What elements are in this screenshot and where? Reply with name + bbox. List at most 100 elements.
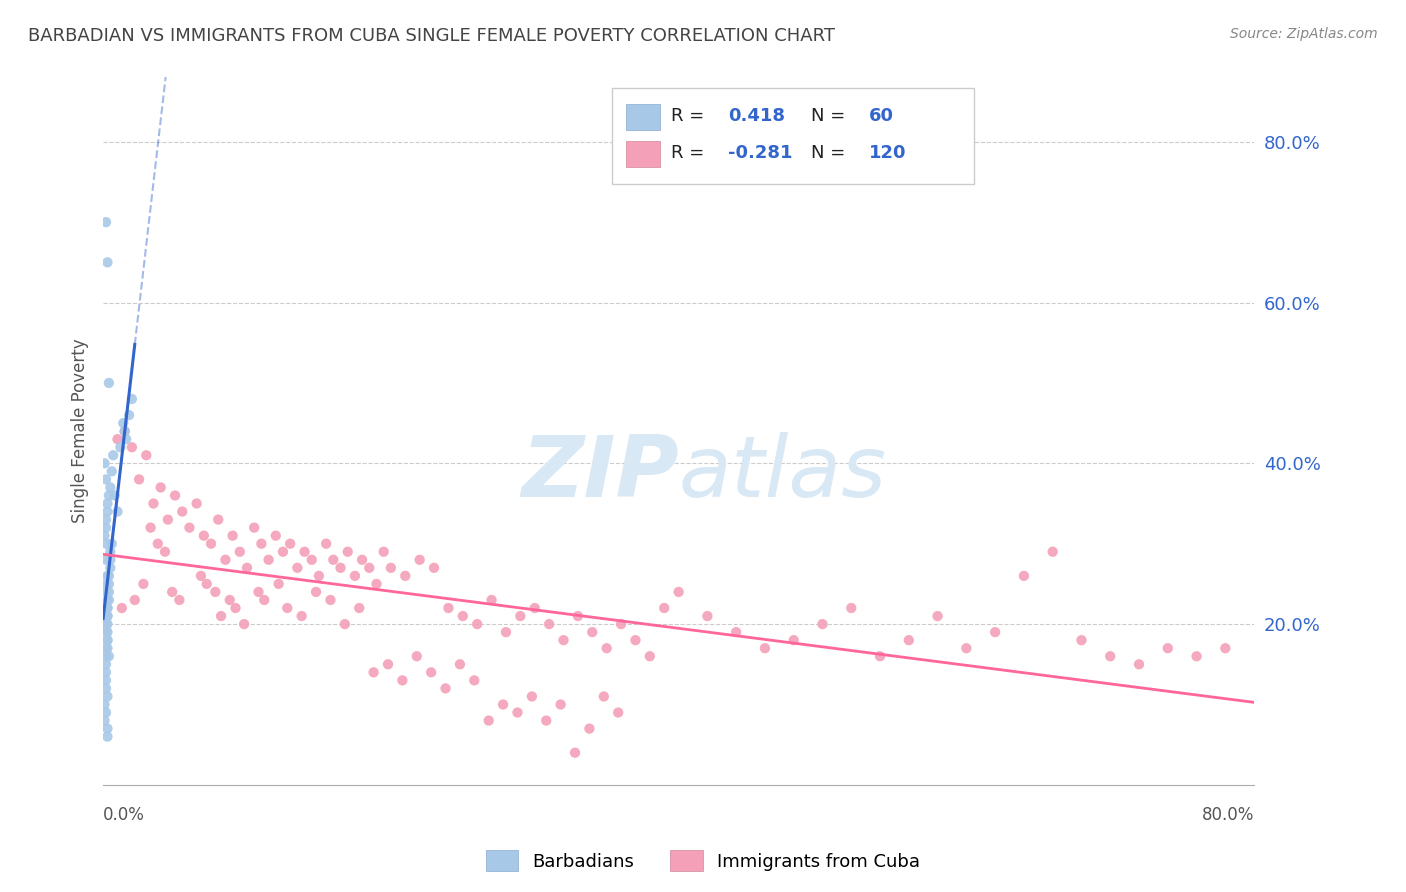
Point — [98, 480, 121, 494]
Text: -0.281: -0.281 — [728, 145, 793, 162]
Point — [1213, 641, 1236, 656]
Point — [139, 521, 162, 535]
Point — [94, 665, 117, 680]
Text: R =: R = — [671, 145, 710, 162]
Text: 0.418: 0.418 — [728, 107, 785, 126]
Point — [193, 529, 215, 543]
Point — [156, 512, 179, 526]
Point — [257, 553, 280, 567]
Point — [111, 601, 134, 615]
Point — [96, 722, 118, 736]
Point — [98, 553, 121, 567]
Text: Source: ZipAtlas.com: Source: ZipAtlas.com — [1230, 27, 1378, 41]
Point — [322, 553, 344, 567]
Text: BARBADIAN VS IMMIGRANTS FROM CUBA SINGLE FEMALE POVERTY CORRELATION CHART: BARBADIAN VS IMMIGRANTS FROM CUBA SINGLE… — [28, 27, 835, 45]
Point — [94, 512, 117, 526]
Point — [564, 746, 586, 760]
Point — [347, 601, 370, 615]
Point — [96, 504, 118, 518]
Point — [121, 440, 143, 454]
Point — [221, 529, 243, 543]
Point — [195, 577, 218, 591]
Point — [408, 553, 430, 567]
Point — [214, 553, 236, 567]
Point — [124, 593, 146, 607]
Point — [94, 673, 117, 688]
Point — [204, 585, 226, 599]
Point — [121, 392, 143, 406]
Point — [984, 625, 1007, 640]
Point — [179, 521, 201, 535]
Point — [506, 706, 529, 720]
Point — [169, 593, 191, 607]
Point — [128, 472, 150, 486]
Point — [492, 698, 515, 712]
Point — [278, 537, 301, 551]
Point — [1042, 545, 1064, 559]
Point — [1070, 633, 1092, 648]
Point — [98, 561, 121, 575]
Point — [94, 472, 117, 486]
Point — [553, 633, 575, 648]
Point — [405, 649, 427, 664]
Point — [115, 432, 138, 446]
Point — [359, 561, 381, 575]
Point — [391, 673, 413, 688]
Point — [97, 376, 120, 390]
Point — [839, 601, 862, 615]
Point — [96, 633, 118, 648]
Point — [103, 448, 125, 462]
Point — [98, 545, 121, 559]
Point — [1157, 641, 1180, 656]
Point — [114, 424, 136, 438]
Point — [869, 649, 891, 664]
Point — [377, 657, 399, 672]
Point — [550, 698, 572, 712]
Text: ZIP: ZIP — [522, 432, 679, 515]
Point — [578, 722, 600, 736]
Point — [581, 625, 603, 640]
Point — [94, 706, 117, 720]
Point — [97, 577, 120, 591]
Point — [107, 504, 129, 518]
Point — [94, 649, 117, 664]
Point — [236, 561, 259, 575]
Point — [96, 255, 118, 269]
Point — [224, 601, 246, 615]
Point — [94, 585, 117, 599]
Point — [451, 609, 474, 624]
Point — [97, 649, 120, 664]
Point — [96, 641, 118, 656]
Point — [94, 625, 117, 640]
Point — [465, 617, 488, 632]
Point — [186, 496, 208, 510]
Point — [811, 617, 834, 632]
Point — [276, 601, 298, 615]
Point — [94, 657, 117, 672]
Point — [333, 617, 356, 632]
Point — [93, 529, 115, 543]
Point — [97, 569, 120, 583]
Point — [94, 521, 117, 535]
Point — [352, 553, 374, 567]
Point — [308, 569, 330, 583]
Text: atlas: atlas — [679, 432, 887, 515]
Point — [94, 617, 117, 632]
Point — [96, 609, 118, 624]
FancyBboxPatch shape — [626, 141, 661, 167]
Point — [567, 609, 589, 624]
Point — [165, 488, 187, 502]
Point — [373, 545, 395, 559]
Point — [149, 480, 172, 494]
Point — [696, 609, 718, 624]
Point — [229, 545, 252, 559]
Point — [305, 585, 328, 599]
Point — [1099, 649, 1122, 664]
Point — [536, 714, 558, 728]
Point — [754, 641, 776, 656]
Point — [96, 730, 118, 744]
Point — [135, 448, 157, 462]
Y-axis label: Single Female Poverty: Single Female Poverty — [72, 339, 89, 524]
Point — [380, 561, 402, 575]
Point — [96, 633, 118, 648]
